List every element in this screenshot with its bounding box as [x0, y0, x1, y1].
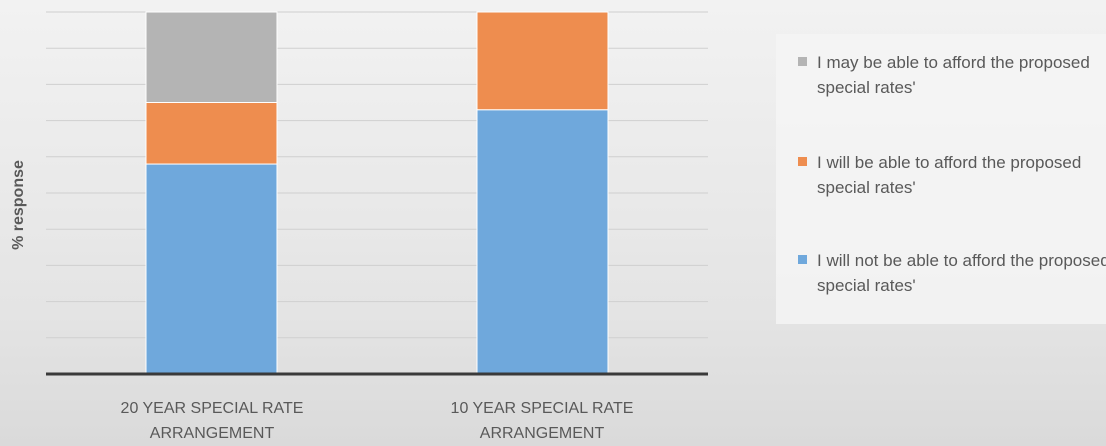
x-tick-label-0: 20 YEAR SPECIAL RATE ARRANGEMENT — [120, 400, 304, 442]
gridlines — [46, 11, 708, 339]
bar-segment-series-0-cat-0 — [145, 163, 278, 375]
bar-segment-series-1-cat-1 — [476, 11, 609, 111]
bars — [145, 11, 609, 375]
legend-swatch — [798, 157, 807, 166]
legend-swatch — [798, 57, 807, 66]
legend-swatch — [798, 255, 807, 264]
legend-label: I will not be able to afford the propose… — [817, 251, 1106, 295]
bar-segment-series-2-cat-0 — [145, 11, 278, 103]
legend-label: I may be able to afford the proposed spe… — [817, 53, 1090, 97]
x-tick-label-1: 10 YEAR SPECIAL RATE ARRANGEMENT — [450, 400, 634, 442]
legend: I may be able to afford the proposed spe… — [776, 34, 1106, 324]
bar-segment-series-0-cat-1 — [476, 109, 609, 375]
bar-segment-series-1-cat-0 — [145, 102, 278, 165]
y-axis-label: % response — [10, 160, 27, 250]
legend-label: I will be able to afford the proposed sp… — [817, 153, 1082, 197]
